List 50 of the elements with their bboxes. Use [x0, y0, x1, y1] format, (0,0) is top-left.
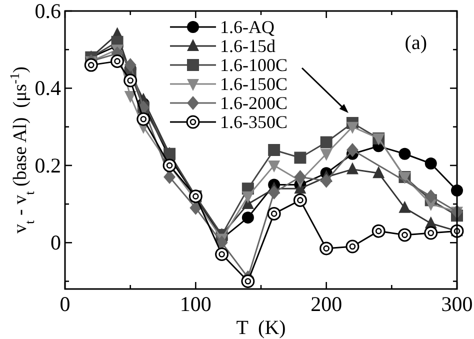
point — [346, 240, 360, 254]
point — [241, 274, 255, 288]
point — [346, 122, 358, 134]
point — [372, 224, 386, 238]
legend-label: 1.6-100C — [220, 55, 288, 75]
point — [346, 162, 358, 174]
y-tick-label: 0 — [50, 230, 61, 255]
y-tick-label: 0.4 — [34, 76, 62, 100]
point — [372, 166, 385, 178]
legend-label: 1.6-200C — [220, 93, 288, 113]
point — [294, 152, 306, 164]
point — [346, 143, 358, 157]
point — [268, 185, 280, 200]
point — [242, 212, 254, 224]
point — [164, 170, 176, 184]
point — [424, 226, 438, 240]
point — [110, 54, 124, 68]
point — [398, 200, 411, 213]
point — [320, 174, 332, 188]
x-tick-label: 200 — [310, 292, 342, 316]
annotation: (a) — [404, 32, 427, 54]
point — [268, 144, 280, 156]
point — [320, 136, 332, 148]
legend-label: 1.6-AQ — [220, 17, 274, 37]
x-axis-title: T (K) — [236, 317, 286, 339]
point — [242, 191, 254, 204]
legend-label: 1.6-15d — [220, 36, 276, 56]
point — [124, 90, 136, 103]
point — [294, 170, 306, 184]
point — [216, 236, 228, 250]
point — [268, 160, 280, 172]
point — [124, 58, 136, 72]
x-tick-label: 100 — [180, 292, 212, 316]
point — [398, 228, 412, 242]
point — [320, 242, 334, 256]
point — [267, 206, 281, 220]
y-tick-label: 0.2 — [34, 153, 61, 178]
legend-label: 1.6-150C — [220, 74, 288, 94]
point — [84, 58, 98, 72]
point — [424, 189, 437, 204]
y-tick-label: 0.6 — [34, 0, 61, 23]
point — [136, 112, 150, 126]
point — [293, 193, 307, 207]
point — [320, 148, 332, 161]
legend-label: 1.6-350C — [220, 112, 288, 132]
point — [424, 158, 437, 170]
point — [398, 148, 411, 160]
point — [215, 248, 229, 261]
x-tick-label: 300 — [441, 292, 473, 316]
point — [124, 74, 138, 88]
